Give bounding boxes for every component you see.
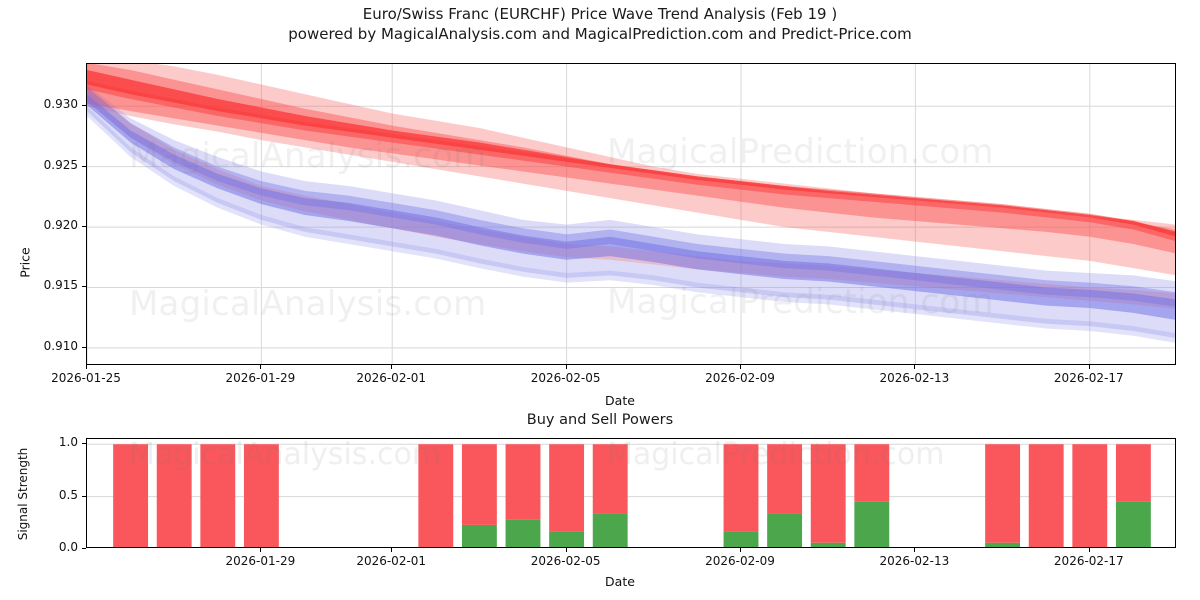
signal-x-tickmark <box>391 548 393 552</box>
buy-sell-bars-svg <box>87 443 1175 547</box>
price-x-tick: 2026-02-13 <box>879 371 950 385</box>
price-x-tick: 2026-02-09 <box>705 371 775 385</box>
signal-x-tickmark <box>260 548 262 552</box>
sell-power-bar <box>505 444 541 520</box>
price-plot-area: MagicalAnalysis.com MagicalPrediction.co… <box>86 63 1176 365</box>
price-x-tick: 2026-02-01 <box>356 371 427 385</box>
buy-sell-title: Buy and Sell Powers <box>526 412 674 428</box>
price-y-tickmark <box>82 286 86 288</box>
sell-power-bar <box>1072 444 1108 547</box>
price-x-tick: 2026-02-05 <box>530 371 601 385</box>
buy-power-bar <box>505 519 541 547</box>
sell-power-bar <box>1028 444 1064 547</box>
sell-power-bar <box>200 444 236 547</box>
sell-power-bar <box>985 444 1021 543</box>
sell-power-bar <box>767 444 803 514</box>
signal-y-tickmark <box>82 548 86 549</box>
price-y-tick: 0.930 <box>43 97 78 112</box>
price-y-tick: 0.910 <box>43 338 78 353</box>
buy-sell-panel: Buy and Sell Powers Signal Strength Magi… <box>0 412 1200 600</box>
wave-band <box>87 64 1175 254</box>
sell-power-bar <box>854 444 890 502</box>
wave-ribbon <box>87 80 1175 242</box>
chart-title-block: Euro/Swiss Franc (EURCHF) Price Wave Tre… <box>0 4 1200 45</box>
signal-x-tick: 2026-02-09 <box>705 554 775 568</box>
price-x-axis-label: Date <box>605 393 635 408</box>
sell-power-bar <box>243 444 279 547</box>
sell-power-bar <box>156 444 192 547</box>
signal-x-tick: 2026-02-05 <box>530 554 601 568</box>
signal-y-tick: 0.0 <box>58 540 78 554</box>
price-y-tick: 0.925 <box>43 157 78 172</box>
buy-sell-plot-area: MagicalAnalysis.com MagicalPrediction.co… <box>86 438 1176 548</box>
wave-band <box>87 94 1175 320</box>
price-x-tickmark <box>1088 365 1090 369</box>
signal-x-axis-label: Date <box>605 574 635 589</box>
price-x-tick: 2026-01-29 <box>225 371 296 385</box>
price-y-tickmark <box>82 165 86 167</box>
buy-power-bar <box>810 542 846 547</box>
buy-power-bar <box>767 513 803 547</box>
signal-y-tickmark <box>82 495 86 497</box>
page-subtitle: powered by MagicalAnalysis.com and Magic… <box>288 25 912 43</box>
buy-power-bar <box>985 542 1021 547</box>
signal-x-tickmark <box>740 548 741 552</box>
sell-power-bar <box>723 444 759 532</box>
sell-power-bar <box>549 444 585 532</box>
signal-x-tick: 2026-02-13 <box>879 554 950 568</box>
sell-power-bar <box>418 444 454 547</box>
price-x-tick: 2026-02-17 <box>1053 371 1124 385</box>
buy-power-bar <box>723 531 759 547</box>
price-x-tick: 2026-01-25 <box>51 371 121 385</box>
signal-x-tick: 2026-02-17 <box>1053 554 1124 568</box>
sell-power-bar <box>1115 444 1151 502</box>
price-y-tickmark <box>82 226 86 228</box>
price-wave-svg <box>87 64 1175 364</box>
buy-power-bar <box>549 531 585 547</box>
price-y-tick: 0.920 <box>43 218 78 233</box>
buy-power-bar <box>461 524 497 547</box>
wave-ribbon <box>87 86 1175 307</box>
signal-y-tick: 0.5 <box>58 487 78 502</box>
sell-power-bar <box>592 444 628 514</box>
price-x-tickmark <box>565 365 567 369</box>
price-x-tickmark <box>740 365 741 369</box>
price-wave-panel: Price MagicalAnalysis.com MagicalPredict… <box>0 55 1200 408</box>
price-x-tickmark <box>391 365 393 369</box>
sell-power-bar <box>461 444 497 525</box>
signal-y-tick: 1.0 <box>58 435 78 450</box>
wave-band <box>87 86 1175 310</box>
signal-x-tickmark <box>565 548 567 552</box>
buy-power-bar <box>1115 501 1151 547</box>
signal-x-tickmark <box>914 548 916 552</box>
price-y-tick: 0.915 <box>43 278 78 293</box>
signal-x-tickmark <box>1088 548 1090 552</box>
signal-x-tick: 2026-02-01 <box>356 554 427 568</box>
page-title: Euro/Swiss Franc (EURCHF) Price Wave Tre… <box>362 5 838 23</box>
sell-power-bar <box>113 444 149 547</box>
price-y-tickmark <box>82 105 86 107</box>
price-x-tickmark <box>914 365 916 369</box>
signal-x-tick: 2026-01-29 <box>225 554 296 568</box>
price-x-tickmark <box>260 365 262 369</box>
price-y-tickmark <box>82 346 86 348</box>
signal-y-tickmark <box>82 443 86 445</box>
sell-power-bar <box>810 444 846 543</box>
price-x-tickmark <box>86 365 87 369</box>
buy-power-bar <box>592 513 628 547</box>
buy-power-bar <box>854 501 890 547</box>
